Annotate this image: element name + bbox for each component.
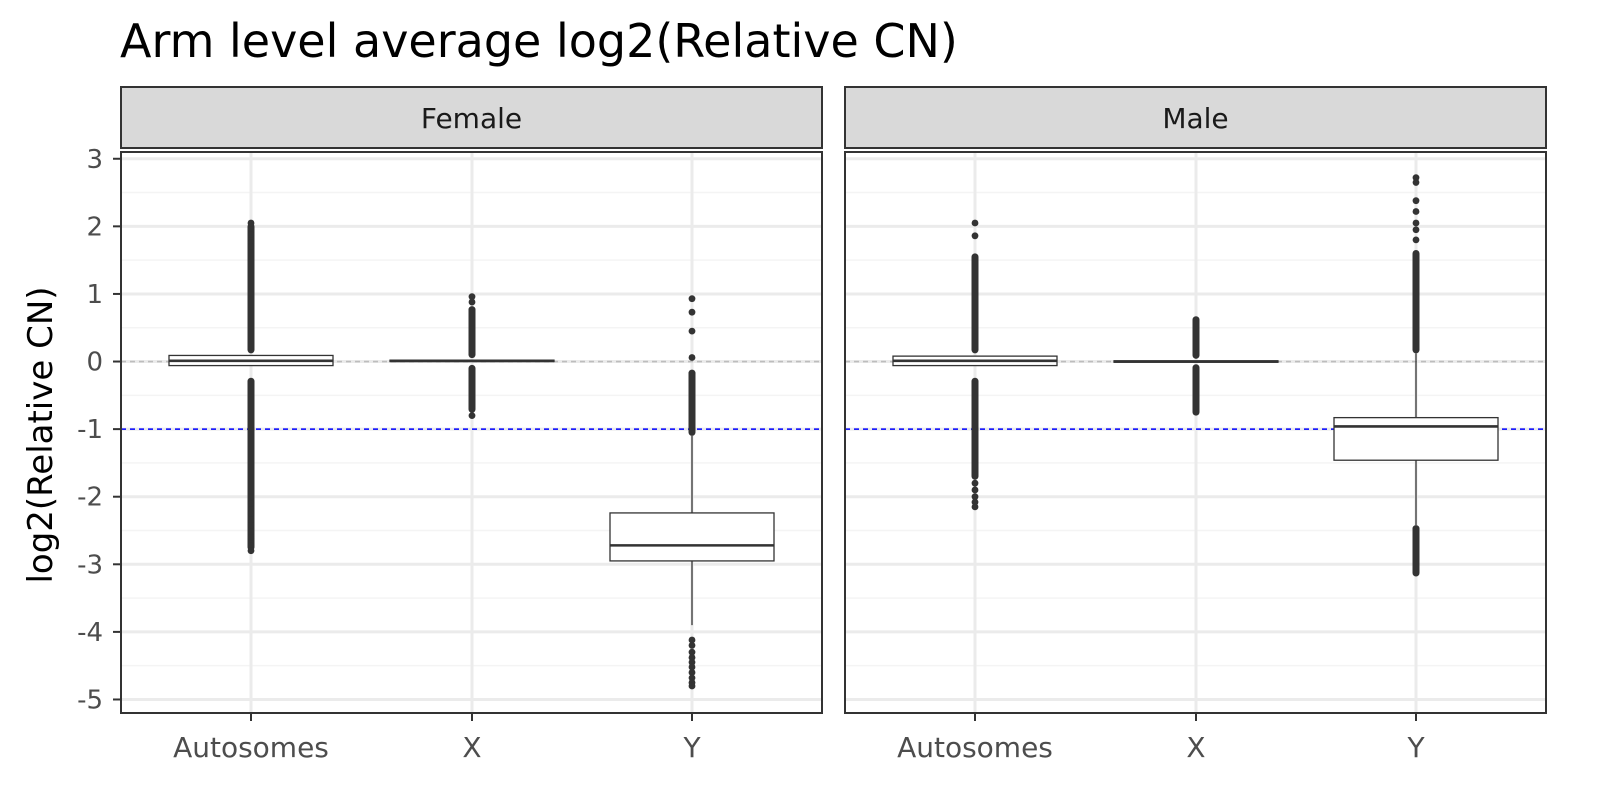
outlier-run-lower: [1412, 525, 1420, 577]
outlier-point: [688, 654, 696, 661]
outlier-point: [688, 658, 696, 666]
outlier-run-lower: [1192, 364, 1200, 416]
box-x: [1113, 316, 1279, 416]
outlier-point: [247, 510, 255, 518]
panel-female: Female Autosomes X Y: [120, 86, 823, 764]
box-x: [389, 293, 555, 420]
outlier-point: [688, 674, 696, 682]
outlier-point: [247, 521, 255, 529]
outlier-point: [468, 298, 476, 306]
outlier-point: [688, 354, 696, 361]
outlier-run-lower: [247, 377, 255, 551]
outlier-point: [688, 663, 696, 671]
y-tick-label: -2: [77, 483, 103, 513]
outlier-point: [688, 308, 696, 316]
outlier-point: [971, 479, 979, 487]
panels-layer: 3 2 1 0 -1 -2 -3 -4 -5 Female Autosomes X Y Male Autos…: [77, 86, 1547, 764]
outlier-point: [971, 232, 979, 240]
outlier-point: [247, 533, 255, 541]
outlier-point: [688, 648, 696, 656]
y-tick-label: 1: [86, 280, 103, 310]
outlier-point: [247, 547, 255, 555]
box-autosomes: [892, 219, 1058, 511]
facet-strip-label: Female: [421, 102, 522, 135]
outlier-run-upper: [247, 222, 255, 354]
outlier-point: [971, 498, 979, 506]
x-tick-label: Autosomes: [173, 731, 329, 764]
outlier-run-upper: [688, 369, 696, 436]
y-tick-label: 2: [86, 212, 103, 242]
outlier-run-lower: [468, 364, 476, 413]
outlier-point: [688, 682, 696, 690]
y-tick-label: -1: [77, 415, 103, 445]
box-y: [609, 295, 775, 690]
x-tick-label: X: [462, 731, 481, 764]
y-tick-label: 3: [86, 145, 103, 175]
y-tick-label: -5: [77, 685, 103, 715]
outlier-run-upper: [468, 306, 476, 359]
outlier-point: [971, 493, 979, 501]
outlier-point: [247, 231, 255, 238]
outlier-point: [1412, 179, 1420, 186]
outlier-point: [247, 219, 255, 227]
outlier-point: [971, 219, 979, 227]
outlier-run-upper: [971, 253, 979, 354]
facet-strip: [844, 86, 1547, 149]
box-y: [1333, 174, 1499, 577]
outlier-point: [1412, 219, 1420, 227]
outlier-point: [688, 669, 696, 676]
outlier-point: [688, 295, 696, 303]
outlier-point: [971, 486, 979, 494]
x-tick-label: Y: [1406, 731, 1425, 764]
outlier-run-lower: [971, 377, 979, 480]
outlier-point: [247, 500, 255, 507]
x-tick-label: Y: [682, 731, 701, 764]
outlier-run-upper: [1192, 316, 1200, 359]
outlier-point: [247, 243, 255, 251]
facet-strip: [120, 86, 823, 149]
outlier-point: [688, 642, 696, 649]
panel-male: Male Autosomes X Y: [844, 86, 1547, 764]
outlier-point: [1412, 174, 1420, 182]
x-tick-label: X: [1186, 731, 1205, 764]
outlier-point: [468, 293, 476, 301]
outlier-point: [1412, 226, 1420, 234]
y-tick-label: -4: [77, 618, 103, 648]
box-iqr: [1333, 416, 1499, 461]
outlier-point: [468, 412, 476, 420]
outlier-point: [688, 327, 696, 335]
y-axis-title: log2(Relative CN): [21, 286, 61, 583]
facet-strip-label: Male: [1162, 102, 1228, 135]
outlier-run-upper: [1412, 250, 1420, 354]
outlier-point: [1412, 236, 1420, 244]
outlier-point: [971, 503, 979, 511]
outlier-point: [1412, 197, 1420, 205]
box-autosomes: [168, 219, 334, 555]
outlier-point: [247, 541, 255, 549]
y-tick-label: -3: [77, 550, 103, 580]
outlier-point: [688, 636, 696, 644]
chart-title: Arm level average log2(Relative CN): [120, 14, 958, 68]
box-iqr: [609, 512, 775, 562]
y-tick-label: 0: [86, 348, 103, 378]
outlier-point: [1412, 208, 1420, 215]
x-tick-label: Autosomes: [897, 731, 1053, 764]
